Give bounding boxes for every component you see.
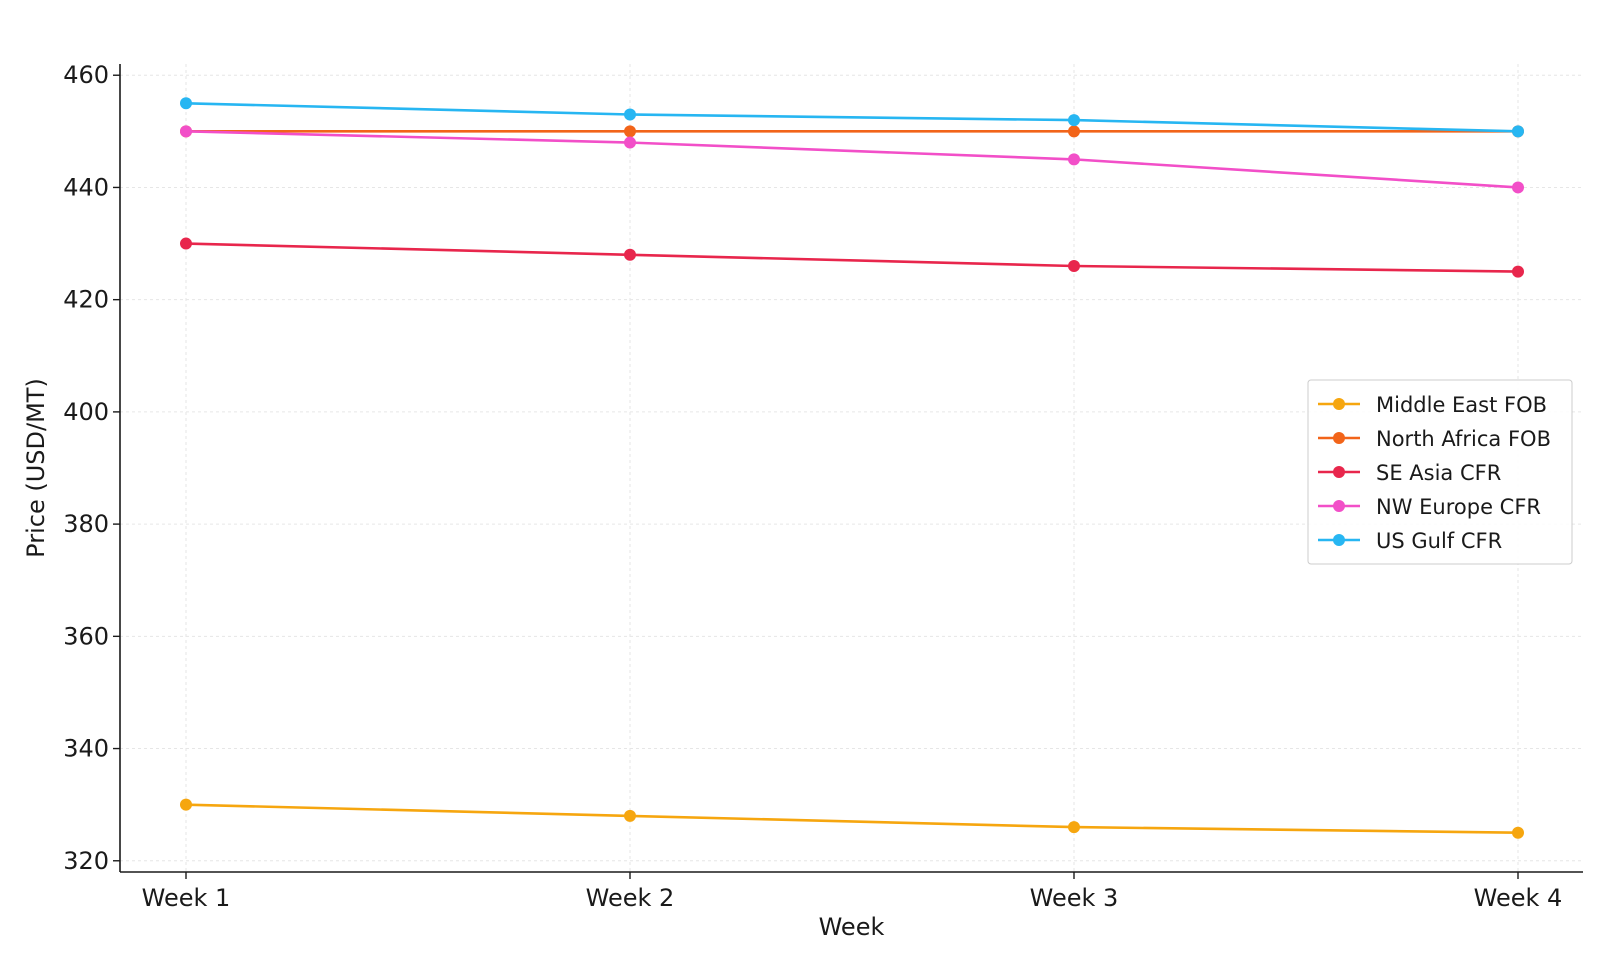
legend-item-north-africa-fob: North Africa FOB bbox=[1318, 427, 1551, 451]
legend-label: SE Asia CFR bbox=[1376, 461, 1501, 485]
data-point-north-africa-fob bbox=[1068, 125, 1080, 138]
legend-label: North Africa FOB bbox=[1376, 427, 1551, 451]
y-tick-label: 440 bbox=[63, 173, 109, 201]
data-point-nw-europe-cfr bbox=[180, 125, 192, 138]
series-line-se-asia-cfr bbox=[184, 242, 1520, 273]
series-nw-europe-cfr bbox=[180, 125, 1524, 194]
legend-swatch-marker bbox=[1333, 500, 1345, 512]
x-tick-label: Week 3 bbox=[1030, 884, 1119, 912]
data-point-us-gulf-cfr bbox=[180, 97, 192, 110]
data-point-us-gulf-cfr bbox=[1068, 114, 1080, 127]
legend-swatch-marker bbox=[1333, 534, 1345, 546]
data-point-middle-east-fob bbox=[624, 809, 636, 822]
data-point-middle-east-fob bbox=[1512, 826, 1524, 839]
data-point-middle-east-fob bbox=[1068, 821, 1080, 834]
y-tick-label: 360 bbox=[63, 622, 109, 650]
series-line-us-gulf-cfr bbox=[184, 101, 1520, 133]
y-tick-label: 420 bbox=[63, 286, 109, 314]
legend-label: US Gulf CFR bbox=[1376, 529, 1502, 553]
series-us-gulf-cfr bbox=[180, 97, 1524, 138]
legend-item-se-asia-cfr: SE Asia CFR bbox=[1318, 461, 1501, 485]
legend-swatch-marker bbox=[1333, 432, 1345, 444]
data-point-se-asia-cfr bbox=[1068, 260, 1080, 272]
legend-item-middle-east-fob: Middle East FOB bbox=[1318, 393, 1547, 417]
y-tick-label: 320 bbox=[63, 847, 109, 875]
series-layer bbox=[180, 97, 1524, 839]
x-tick-label: Week 4 bbox=[1474, 884, 1563, 912]
x-tick-label: Week 1 bbox=[142, 884, 231, 912]
data-point-se-asia-cfr bbox=[624, 248, 636, 261]
y-tick-label: 400 bbox=[63, 398, 109, 426]
legend-swatch-marker bbox=[1333, 398, 1345, 410]
data-point-us-gulf-cfr bbox=[1512, 125, 1524, 138]
data-point-north-africa-fob bbox=[624, 125, 636, 138]
legend: Middle East FOB North Africa FOB SE Asia C… bbox=[1307, 379, 1573, 565]
data-point-nw-europe-cfr bbox=[624, 136, 636, 149]
series-se-asia-cfr bbox=[180, 237, 1524, 278]
data-point-se-asia-cfr bbox=[1512, 265, 1524, 278]
legend-item-us-gulf-cfr: US Gulf CFR bbox=[1318, 529, 1502, 553]
y-tick-label: 460 bbox=[63, 61, 109, 89]
axes-layer: 320 340 360 380 400 420 440 460 Week 1 Week 2 Week… bbox=[22, 61, 1583, 941]
data-point-us-gulf-cfr bbox=[624, 108, 636, 121]
legend-swatch-marker bbox=[1333, 466, 1345, 478]
data-point-se-asia-cfr bbox=[180, 237, 192, 250]
data-point-nw-europe-cfr bbox=[1512, 181, 1524, 194]
data-point-nw-europe-cfr bbox=[1068, 153, 1080, 166]
x-axis-title: Week bbox=[819, 913, 885, 941]
legend-label: NW Europe CFR bbox=[1376, 495, 1541, 519]
legend-box bbox=[1307, 379, 1573, 565]
y-tick-label: 380 bbox=[63, 510, 109, 538]
legend-label: Middle East FOB bbox=[1376, 393, 1547, 417]
series-line-middle-east-fob bbox=[184, 803, 1520, 835]
data-point-middle-east-fob bbox=[180, 798, 192, 811]
x-tick-label: Week 2 bbox=[586, 884, 675, 912]
y-axis-title: Price (USD/MT) bbox=[22, 378, 50, 558]
legend-item-nw-europe-cfr: NW Europe CFR bbox=[1318, 495, 1541, 519]
y-tick-label: 340 bbox=[63, 735, 109, 763]
series-line-nw-europe-cfr bbox=[184, 130, 1520, 189]
series-middle-east-fob bbox=[180, 798, 1524, 839]
